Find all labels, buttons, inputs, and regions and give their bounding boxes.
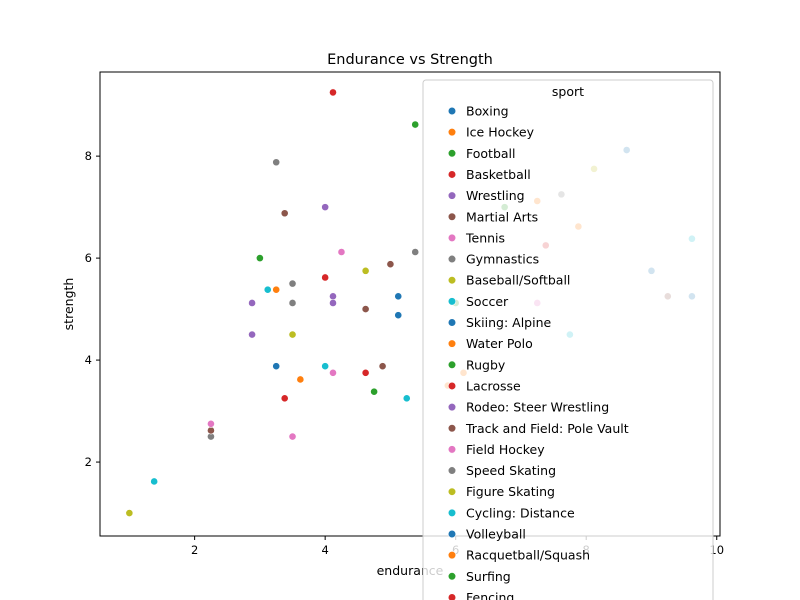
legend-marker bbox=[448, 213, 456, 221]
data-point bbox=[289, 299, 296, 306]
legend-marker bbox=[448, 594, 456, 600]
legend-marker bbox=[448, 509, 456, 517]
data-point bbox=[362, 369, 369, 376]
legend-label: Tennis bbox=[465, 230, 505, 245]
legend-label: Baseball/Softball bbox=[466, 273, 570, 288]
data-point bbox=[207, 420, 214, 427]
legend-marker bbox=[448, 488, 456, 496]
legend-label: Figure Skating bbox=[466, 484, 555, 499]
data-point bbox=[289, 433, 296, 440]
legend-marker bbox=[448, 551, 456, 559]
legend-label: Volleyball bbox=[466, 527, 526, 542]
data-point bbox=[322, 204, 329, 211]
legend-label: Lacrosse bbox=[466, 378, 521, 393]
data-point bbox=[256, 255, 263, 262]
legend-marker bbox=[448, 319, 456, 327]
x-tick-label: 4 bbox=[321, 543, 328, 557]
legend-marker bbox=[448, 446, 456, 454]
legend-label: Racquetball/Squash bbox=[466, 548, 590, 563]
data-point bbox=[362, 267, 369, 274]
legend-label: Gymnastics bbox=[466, 252, 539, 267]
data-point bbox=[338, 248, 345, 255]
legend-marker bbox=[448, 255, 456, 263]
data-point bbox=[289, 331, 296, 338]
legend-marker bbox=[448, 107, 456, 115]
legend-label: Martial Arts bbox=[466, 209, 538, 224]
legend-label: Rodeo: Steer Wrestling bbox=[466, 400, 609, 415]
data-point bbox=[371, 388, 378, 395]
y-tick-label: 4 bbox=[85, 353, 92, 367]
data-point bbox=[322, 274, 329, 281]
data-point bbox=[248, 331, 255, 338]
legend-label: Water Polo bbox=[466, 336, 533, 351]
legend-marker bbox=[448, 403, 456, 411]
legend-marker bbox=[448, 361, 456, 369]
data-point bbox=[289, 280, 296, 287]
data-point bbox=[248, 299, 255, 306]
legend-marker bbox=[448, 467, 456, 475]
y-tick-label: 6 bbox=[85, 251, 92, 265]
legend-marker bbox=[448, 192, 456, 200]
y-axis-label: strength bbox=[61, 278, 76, 331]
data-point bbox=[322, 363, 329, 370]
legend-label: Boxing bbox=[466, 104, 509, 119]
data-point bbox=[281, 395, 288, 402]
data-point bbox=[379, 363, 386, 370]
data-point bbox=[329, 299, 336, 306]
data-point bbox=[273, 363, 280, 370]
legend-label: Speed Skating bbox=[466, 463, 556, 478]
data-point bbox=[362, 305, 369, 312]
legend-marker bbox=[448, 298, 456, 306]
legend-marker bbox=[448, 150, 456, 158]
data-point bbox=[395, 293, 402, 300]
legend-marker bbox=[448, 128, 456, 136]
data-point bbox=[412, 121, 419, 128]
y-tick-label: 8 bbox=[85, 149, 92, 163]
data-point bbox=[126, 509, 133, 516]
data-point bbox=[207, 427, 214, 434]
data-point bbox=[403, 395, 410, 402]
data-point bbox=[273, 159, 280, 166]
legend-marker bbox=[448, 424, 456, 432]
legend-marker bbox=[448, 276, 456, 284]
legend-marker bbox=[448, 573, 456, 581]
legend-label: Football bbox=[466, 146, 515, 161]
data-point bbox=[151, 478, 158, 485]
y-axis: 2 4 6 8 bbox=[85, 149, 100, 469]
y-tick-label: 2 bbox=[85, 455, 92, 469]
legend-label: Fencing bbox=[466, 590, 514, 600]
data-point bbox=[412, 248, 419, 255]
legend-label: Field Hockey bbox=[466, 442, 545, 457]
legend-label: Skiing: Alpine bbox=[466, 315, 552, 330]
legend-label: Surfing bbox=[466, 569, 511, 584]
x-tick-label: 2 bbox=[191, 543, 198, 557]
data-point bbox=[395, 312, 402, 319]
legend-label: Rugby bbox=[466, 357, 506, 372]
legend-marker bbox=[448, 530, 456, 538]
legend-marker bbox=[448, 382, 456, 390]
data-point bbox=[329, 89, 336, 96]
chart-title: Endurance vs Strength bbox=[327, 52, 493, 68]
legend-marker bbox=[448, 340, 456, 348]
legend-marker bbox=[448, 171, 456, 179]
data-point bbox=[387, 261, 394, 268]
data-point bbox=[281, 210, 288, 217]
legend-label: Track and Field: Pole Vault bbox=[465, 421, 629, 436]
legend-label: Wrestling bbox=[466, 188, 525, 203]
data-point bbox=[264, 286, 271, 293]
legend-label: Ice Hockey bbox=[466, 125, 535, 140]
legend-label: Basketball bbox=[466, 167, 531, 182]
legend-title: sport bbox=[552, 84, 584, 99]
data-point bbox=[297, 376, 304, 383]
data-point bbox=[329, 293, 336, 300]
legend-marker bbox=[448, 234, 456, 242]
legend-label: Soccer bbox=[466, 294, 509, 309]
legend: sport Boxing Ice Hockey Football Basketball W… bbox=[423, 80, 713, 600]
data-point bbox=[329, 369, 336, 376]
legend-label: Cycling: Distance bbox=[466, 505, 575, 520]
data-point bbox=[273, 286, 280, 293]
